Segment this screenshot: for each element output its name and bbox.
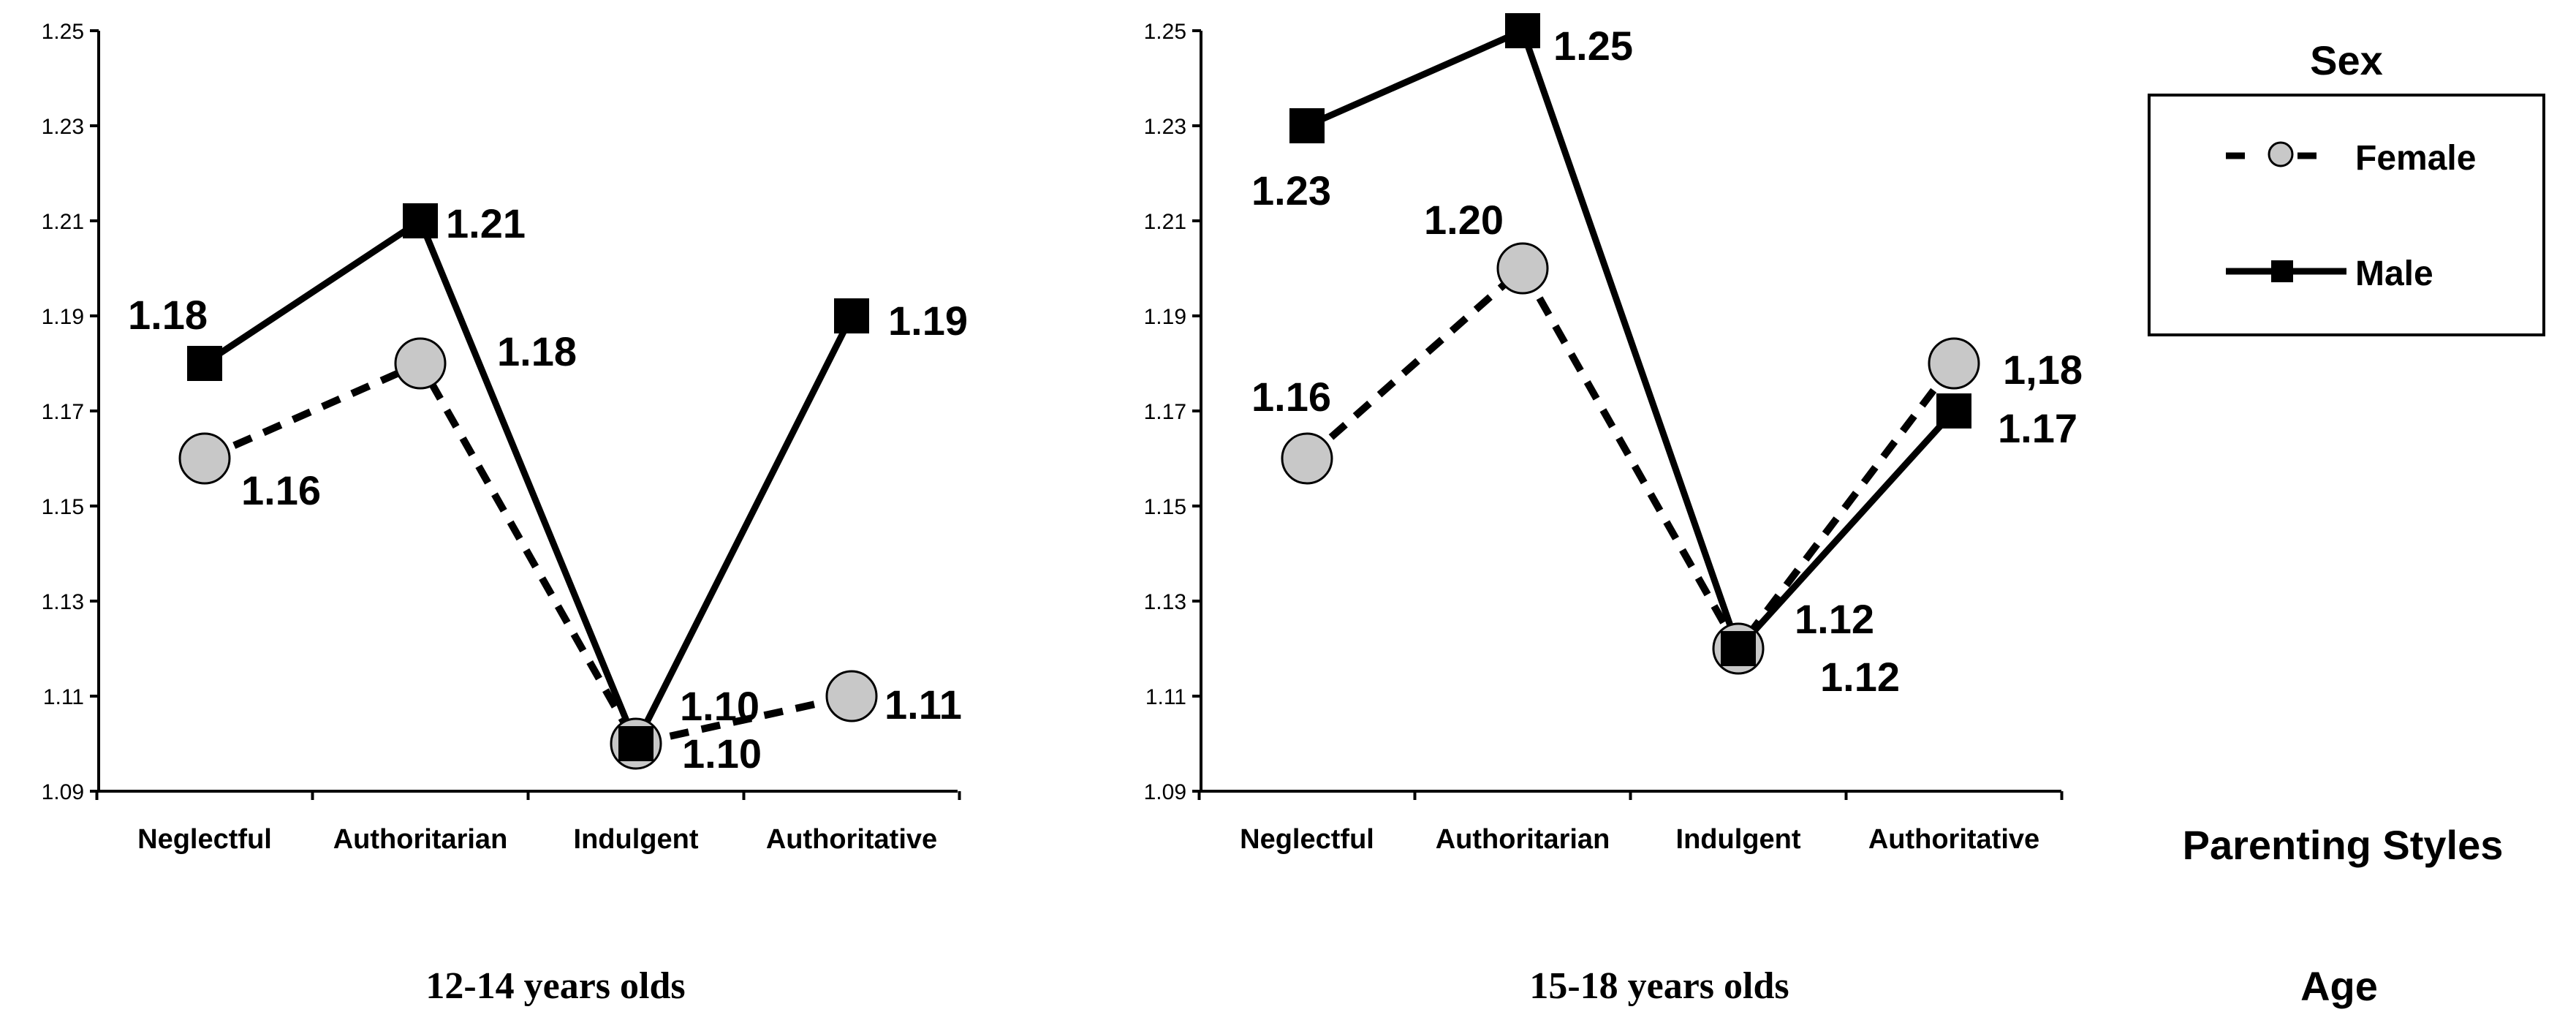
y-tick-label: 1.13 [1144, 590, 1186, 614]
series-layer [1281, 13, 1980, 675]
point-female-authoritarian [394, 337, 447, 390]
y-tick-label: 1.11 [43, 685, 84, 709]
legend-male-marker [2271, 260, 2293, 282]
point-male-authoritarian [1505, 13, 1540, 48]
series-line-female [202, 358, 853, 748]
chart-title-12-14: 12-14 years olds [425, 965, 685, 1007]
legend-box [2148, 94, 2545, 336]
point-male-neglectful [187, 346, 222, 381]
data-label-male-indulgent: 1.10 [680, 683, 759, 729]
data-label-male-neglectful: 1.18 [128, 292, 208, 338]
point-male-authoritative [834, 298, 869, 333]
x-tick-label: Authoritarian [333, 824, 508, 855]
point-male-indulgent [1721, 631, 1756, 666]
y-tick-label: 1.11 [1145, 685, 1186, 709]
point-male-authoritative [1936, 393, 1971, 429]
data-label-male-authoritative: 1.17 [1998, 405, 2077, 451]
x-tick-label: Neglectful [137, 824, 272, 855]
legend: Sex Female Male [2148, 37, 2545, 336]
data-labels: 1.16 1.20 1.12 1,18 1.23 1.25 1.12 1.17 [1251, 23, 2083, 700]
y-tick-label: 1.15 [1144, 495, 1186, 519]
legend-male-label: Male [2355, 254, 2433, 293]
age-title: Age [2300, 963, 2378, 1009]
y-tick-label: 1.13 [42, 590, 84, 614]
legend-female-label: Female [2355, 139, 2476, 178]
legend-female-marker [2268, 141, 2294, 167]
data-label-male-indulgent: 1.12 [1820, 654, 1900, 700]
data-label-female-indulgent: 1.12 [1795, 596, 1874, 642]
point-male-indulgent [618, 726, 654, 761]
x-tick-labels: Neglectful Authoritarian Indulgent Autho… [1197, 791, 2064, 855]
y-tick-label: 1.17 [1144, 400, 1186, 424]
point-female-authoritarian [1496, 242, 1549, 295]
y-tick-label: 1.09 [1144, 780, 1186, 804]
chart-panel-12-14: 1.09 1.11 1.13 1.15 1.17 1.19 1.21 1.23 1.25 Neg… [42, 20, 968, 1007]
legend-title: Sex [2310, 37, 2383, 83]
data-label-male-authoritarian: 1.25 [1553, 23, 1633, 69]
data-label-female-authoritarian: 1.18 [497, 328, 577, 374]
data-label-female-authoritative: 1,18 [2003, 347, 2083, 393]
data-label-female-authoritarian: 1.20 [1424, 197, 1504, 243]
point-female-neglectful [178, 432, 231, 485]
y-tick-label: 1.21 [42, 210, 84, 234]
y-tick-labels: 1.09 1.11 1.13 1.15 1.17 1.19 1.21 1.23 1.25 [1144, 20, 1201, 804]
data-label-male-authoritative: 1.19 [888, 298, 968, 344]
series-line-male [1306, 26, 1957, 655]
y-tick-label: 1.25 [1144, 20, 1186, 44]
x-tick-label: Authoritative [766, 824, 937, 855]
point-male-neglectful [1289, 108, 1325, 143]
x-tick-label: Neglectful [1240, 824, 1374, 855]
point-female-authoritative [825, 670, 878, 722]
y-tick-labels: 1.09 1.11 1.13 1.15 1.17 1.19 1.21 1.23 1.25 [42, 20, 99, 804]
data-label-female-indulgent: 1.10 [682, 731, 762, 777]
point-female-neglectful [1281, 432, 1333, 485]
x-tick-label: Authoritarian [1436, 824, 1610, 855]
series-line-male [202, 216, 855, 752]
data-label-female-neglectful: 1.16 [241, 467, 321, 513]
y-tick-label: 1.19 [42, 305, 84, 329]
y-tick-label: 1.23 [1144, 115, 1186, 139]
series-layer [178, 203, 878, 770]
y-tick-label: 1.17 [42, 400, 84, 424]
data-label-male-neglectful: 1.23 [1251, 167, 1331, 214]
x-tick-label: Indulgent [1676, 824, 1801, 855]
chart-title-15-18: 15-18 years olds [1529, 965, 1789, 1007]
data-label-female-neglectful: 1.16 [1251, 374, 1331, 420]
data-label-female-authoritative: 1.11 [884, 682, 962, 728]
x-tick-label: Indulgent [574, 824, 699, 855]
y-tick-label: 1.21 [1144, 210, 1186, 234]
point-male-authoritarian [403, 203, 438, 238]
x-axis-title: Parenting Styles [2183, 822, 2504, 868]
point-female-authoritative [1928, 337, 1980, 390]
y-tick-label: 1.23 [42, 115, 84, 139]
series-line-female [1304, 263, 1957, 656]
data-labels: 1.16 1.18 1.10 1.11 1.18 1.21 1.10 1.19 [128, 200, 968, 777]
chart-panel-15-18: 1.09 1.11 1.13 1.15 1.17 1.19 1.21 1.23 1.25 Neg… [1144, 13, 2083, 1007]
y-tick-label: 1.09 [42, 780, 84, 804]
y-tick-label: 1.15 [42, 495, 84, 519]
x-tick-labels: Neglectful Authoritarian Indulgent Autho… [95, 791, 961, 855]
data-label-male-authoritarian: 1.21 [446, 200, 526, 246]
y-tick-label: 1.25 [42, 20, 84, 44]
y-tick-label: 1.19 [1144, 305, 1186, 329]
x-tick-label: Authoritative [1868, 824, 2039, 855]
